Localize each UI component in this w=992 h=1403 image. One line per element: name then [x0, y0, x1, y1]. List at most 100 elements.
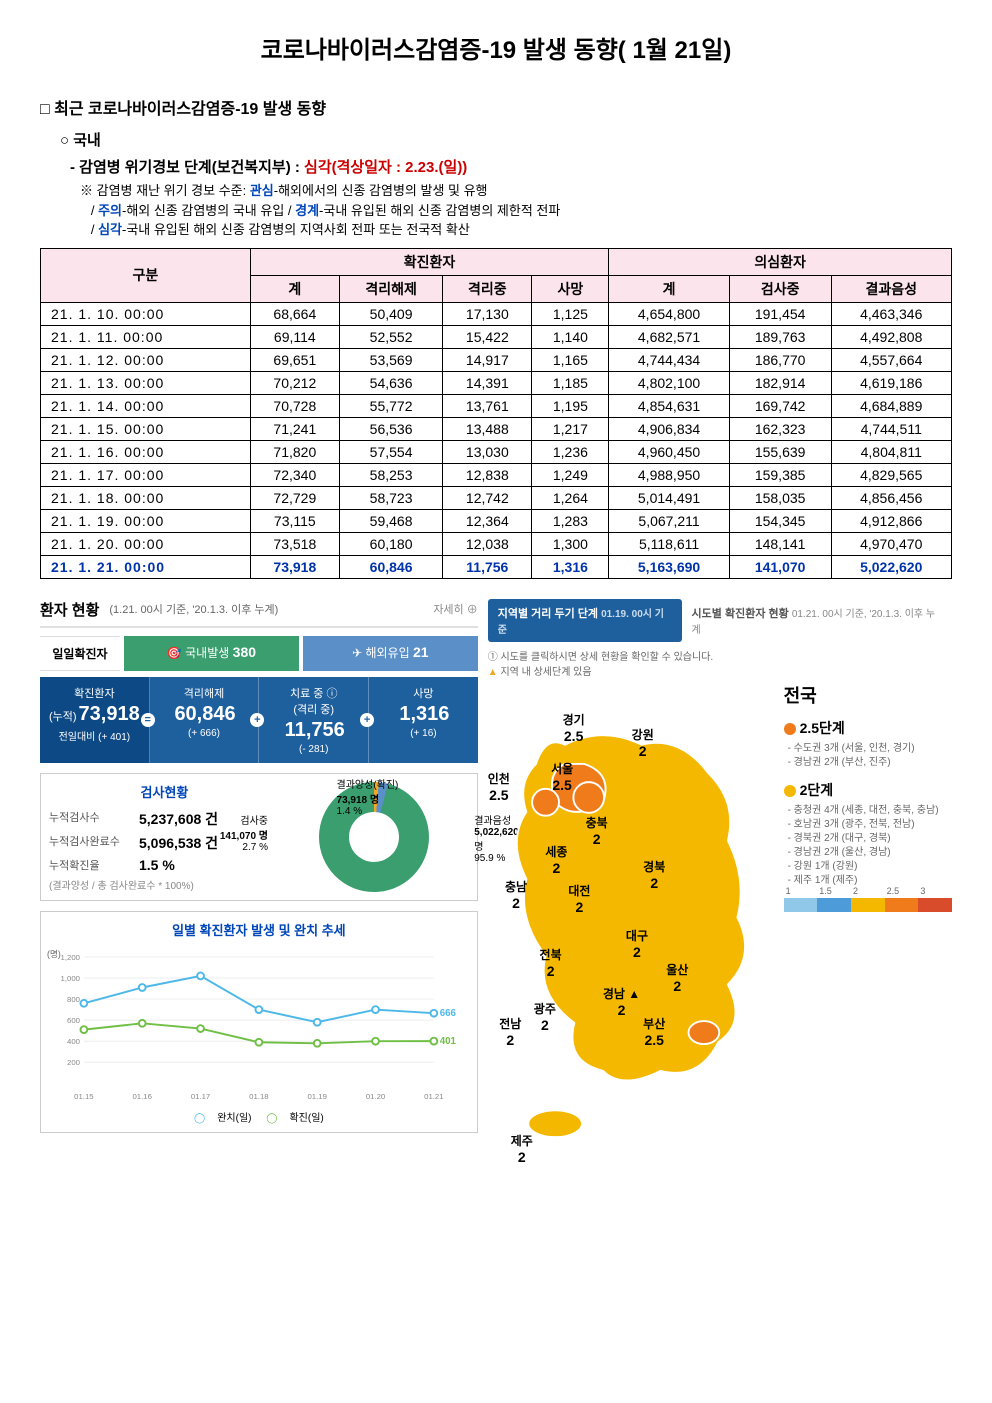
legend-nation: 전국	[784, 682, 952, 708]
donut-chart: 결과양성(확진)73,918 명1.4 % 검사중141,070 명2.7 % …	[280, 782, 469, 892]
svg-text:1,200: 1,200	[61, 952, 81, 961]
svg-text:(명): (명)	[47, 948, 61, 958]
level-gyeonggye-text: -국내 유입된 해외 신종 감염병의 제한적 전파	[319, 203, 560, 218]
svg-text:01.20: 01.20	[366, 1091, 386, 1100]
table-row: 21. 1. 17. 00:0072,34058,25312,8381,2494…	[41, 463, 952, 486]
th-sub: 사망	[532, 275, 609, 302]
map-label[interactable]: 전남2	[499, 1015, 521, 1048]
table-row: 21. 1. 20. 00:0073,51860,18012,0381,3005…	[41, 532, 952, 555]
svg-text:600: 600	[67, 1016, 81, 1025]
inspection-box: 검사현황 누적검사수5,237,608 건누적검사완료수5,096,538 건누…	[40, 773, 478, 901]
status-table: 구분 확진환자 의심환자 계격리해제격리중사망계검사중결과음성 21. 1. 1…	[40, 248, 952, 579]
svg-text:01.15: 01.15	[74, 1091, 93, 1100]
map-label[interactable]: 대구2	[626, 927, 648, 960]
stats-cell[interactable]: 격리해제60,846(+ 666)+	[150, 677, 260, 763]
th-sub: 검사중	[729, 275, 831, 302]
table-row: 21. 1. 14. 00:0070,72855,77213,7611,1954…	[41, 394, 952, 417]
map-label[interactable]: 광주2	[534, 1000, 556, 1033]
th-sub: 격리중	[443, 275, 532, 302]
svg-text:666: 666	[440, 1008, 457, 1019]
table-row: 21. 1. 21. 00:0073,91860,84611,7561,3165…	[41, 555, 952, 578]
map-label[interactable]: 경기2.5	[563, 711, 585, 744]
map-label[interactable]: 전북2	[540, 946, 562, 979]
region-tabs: 지역별 거리 두기 단계 01.19. 00시 기준 시도별 확진환자 현황 0…	[488, 599, 952, 642]
more-link[interactable]: 자세히 ⊕	[433, 601, 477, 617]
table-row: 21. 1. 15. 00:0071,24156,53613,4881,2174…	[41, 417, 952, 440]
alert-level-value: 심각(격상일자 : 2.23.(일))	[304, 159, 467, 176]
table-row: 21. 1. 16. 00:0071,82057,55413,0301,2364…	[41, 440, 952, 463]
map-label[interactable]: 경남 ▲2	[603, 985, 640, 1018]
level-juui-text: -해외 신종 감염병의 국내 유입 /	[122, 203, 295, 218]
level-gwansim: 관심	[250, 183, 274, 198]
table-row: 21. 1. 19. 00:0073,11559,46812,3641,2835…	[41, 509, 952, 532]
th-suspect: 의심환자	[609, 248, 952, 275]
korea-map[interactable]: 경기2.5 인천2.5 서울2.5 강원2 충북2 세종2 충남2 대전2 경북2 대구2 전북2 경…	[488, 682, 776, 1172]
svg-text:1,000: 1,000	[61, 973, 81, 982]
map-label[interactable]: 충북2	[586, 814, 608, 847]
map-label[interactable]: 제주2	[511, 1132, 533, 1165]
tab-distancing[interactable]: 지역별 거리 두기 단계 01.19. 00시 기준	[488, 599, 682, 642]
map-label[interactable]: 인천2.5	[488, 770, 510, 803]
map-label[interactable]: 강원2	[632, 726, 654, 759]
svg-text:01.19: 01.19	[307, 1091, 326, 1100]
dashboard: 환자 현황 (1.21. 00시 기준, '20.1.3. 이후 누계) 자세히…	[40, 599, 952, 1172]
scale-segment: 2	[851, 898, 885, 912]
map-label[interactable]: 경북2	[643, 858, 665, 891]
svg-text:401: 401	[440, 1036, 457, 1047]
scale-segment: 1.5	[817, 898, 851, 912]
trend-legend: ◯완치(일) ◯확진(일)	[45, 1109, 473, 1124]
patient-status-title: 환자 현황	[40, 599, 99, 620]
stats-row: 확진환자(누적)73,918전일대비 (+ 401)=격리해제60,846(+ …	[40, 677, 478, 763]
svg-text:01.17: 01.17	[191, 1091, 210, 1100]
inspection-footnote: (결과양성 / 총 검사완료수 * 100%)	[49, 877, 280, 892]
level-row: 2.5단계- 수도권 3개 (서울, 인천, 경기)- 경남권 2개 (부산, …	[784, 718, 952, 770]
alert-note: ※ 감염병 재난 위기 경보 수준: 관심-해외에서의 신종 감염병의 발생 및…	[80, 181, 952, 240]
th-confirmed: 확진환자	[250, 248, 609, 275]
level-simgak-text: -국내 유입된 해외 신종 감염병의 지역사회 전파 또는 전국적 확산	[122, 222, 470, 237]
svg-text:200: 200	[67, 1058, 81, 1067]
sub-heading-domestic: 국내	[60, 129, 952, 150]
patient-status-header: 환자 현황 (1.21. 00시 기준, '20.1.3. 이후 누계) 자세히…	[40, 599, 478, 628]
inspection-title: 검사현황	[49, 782, 280, 801]
inspection-row: 누적확진율1.5 %	[49, 857, 280, 873]
map-label[interactable]: 서울2.5	[551, 760, 573, 793]
trend-chart-title: 일별 확진환자 발생 및 완치 추세	[45, 920, 473, 939]
daily-label: 일일확진자	[40, 636, 120, 671]
stats-cell[interactable]: 확진환자(누적)73,918전일대비 (+ 401)=	[40, 677, 150, 763]
alert-level-prefix: - 감염병 위기경보 단계(보건복지부) :	[70, 159, 304, 176]
table-row: 21. 1. 13. 00:0070,21254,63614,3911,1854…	[41, 371, 952, 394]
alert-level-line: - 감염병 위기경보 단계(보건복지부) : 심각(격상일자 : 2.23.(일…	[70, 156, 952, 177]
svg-text:400: 400	[67, 1037, 81, 1046]
map-label[interactable]: 세종2	[545, 843, 567, 876]
stats-cell[interactable]: 사망1,316(+ 16)	[369, 677, 478, 763]
th-sub: 계	[250, 275, 339, 302]
map-label[interactable]: 부산2.5	[643, 1015, 665, 1048]
map-label[interactable]: 대전2	[568, 882, 590, 915]
th-sub: 격리해제	[339, 275, 442, 302]
th-group: 구분	[41, 248, 251, 302]
map-label[interactable]: 충남2	[505, 878, 527, 911]
level-gwansim-text: -해외에서의 신종 감염병의 발생 및 유행	[274, 183, 488, 198]
svg-text:800: 800	[67, 994, 81, 1003]
level-gyeonggye: 경계	[295, 203, 319, 218]
table-row: 21. 1. 11. 00:0069,11452,55215,4221,1404…	[41, 325, 952, 348]
svg-text:01.18: 01.18	[249, 1091, 268, 1100]
page-title: 코로나바이러스감염증-19 발생 동향( 1월 21일)	[40, 30, 952, 65]
tab-by-city[interactable]: 시도별 확진환자 현황 01.21. 00시 기준, '20.1.3. 이후 누…	[682, 599, 952, 642]
map-label[interactable]: 울산2	[666, 961, 688, 994]
th-sub: 계	[609, 275, 729, 302]
region-legend: 전국 2.5단계- 수도권 3개 (서울, 인천, 경기)- 경남권 2개 (부…	[776, 682, 952, 1172]
note-prefix: ※ 감염병 재난 위기 경보 수준:	[80, 183, 250, 198]
stats-cell[interactable]: 치료 중 ⓘ(격리 중)11,756(- 281)+	[259, 677, 369, 763]
trend-chart-box: 일별 확진환자 발생 및 완치 추세 (명) 200 400 600 800 1,000 1…	[40, 911, 478, 1133]
scale-segment: 1	[784, 898, 818, 912]
patient-status-subtitle: (1.21. 00시 기준, '20.1.3. 이후 누계)	[109, 601, 278, 617]
table-row: 21. 1. 10. 00:0068,66450,40917,1301,1254…	[41, 302, 952, 325]
domestic-count: 🎯 국내발생 380	[124, 636, 299, 671]
map-hints: 시도를 클릭하시면 상세 현황을 확인할 수 있습니다. 지역 내 상세단계 있…	[488, 648, 952, 678]
table-row: 21. 1. 18. 00:0072,72958,72312,7421,2645…	[41, 486, 952, 509]
scale-segment: 3	[918, 898, 952, 912]
section-heading: 최근 코로나바이러스감염증-19 발생 동향	[40, 95, 952, 119]
svg-text:01.16: 01.16	[132, 1091, 151, 1100]
overseas-count: ✈ 해외유입 21	[303, 636, 478, 671]
